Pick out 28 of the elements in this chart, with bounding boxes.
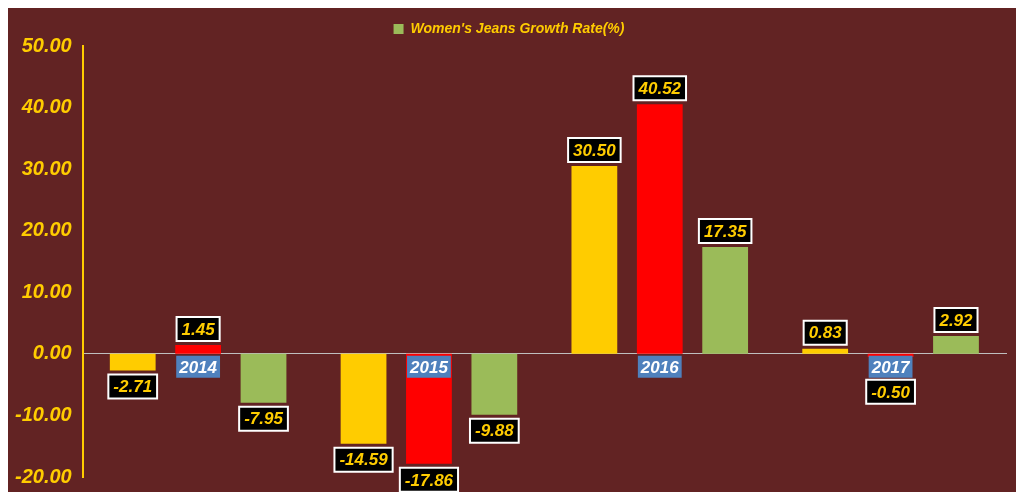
data-label: 30.50 (573, 140, 617, 160)
y-tick-label: 40.00 (20, 95, 72, 118)
data-label: 17.35 (703, 221, 747, 241)
x-tick-label: 2015 (409, 357, 449, 377)
x-tick-label: 2014 (178, 357, 218, 377)
data-label: -9.88 (474, 421, 515, 441)
legend-label: Women's Jeans Growth Rate(%) (410, 19, 625, 36)
data-label: -17.86 (404, 470, 454, 490)
data-label: -2.71 (113, 377, 153, 397)
y-tick-label: 20.00 (20, 218, 72, 241)
y-tick-label: 50.00 (21, 33, 72, 56)
x-tick-label: 2017 (870, 357, 912, 377)
y-tick-label: 30.00 (21, 156, 72, 179)
data-label: 40.52 (637, 79, 682, 99)
data-label: 2.92 (938, 310, 974, 330)
y-tick-label: -10.00 (14, 402, 72, 425)
y-tick-label: 0.00 (32, 341, 72, 364)
bar (802, 348, 849, 354)
y-tick-label: 10.00 (21, 279, 72, 302)
y-tick-label: -20.00 (14, 464, 72, 487)
data-label: -7.95 (244, 409, 284, 429)
data-label: -14.59 (339, 450, 389, 470)
bar (571, 166, 618, 354)
x-tick-label: 2016 (639, 357, 680, 377)
bar (702, 247, 749, 354)
data-label: 1.45 (181, 319, 216, 339)
data-label: 0.83 (808, 323, 843, 343)
data-label: -0.50 (871, 382, 911, 402)
